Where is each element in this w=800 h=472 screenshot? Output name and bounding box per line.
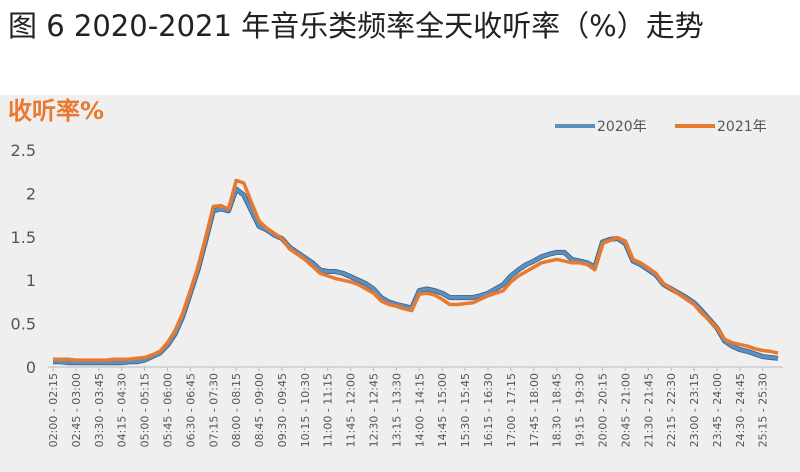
legend-label: 2020年 <box>597 119 647 135</box>
x-tick-label: 10:15 - 10:30 <box>299 373 312 447</box>
y-tick-label: 2.5 <box>11 141 36 160</box>
y-tick-label: 0.5 <box>11 315 36 334</box>
x-tick-label: 02:45 - 03:00 <box>70 373 83 447</box>
x-tick-label: 07:15 - 07:30 <box>207 373 220 447</box>
x-tick-label: 23:00 - 23:15 <box>688 373 701 447</box>
y-axis-label: 收听率% <box>8 97 104 125</box>
y-tick-label: 1.5 <box>11 228 36 247</box>
x-tick-label: 14:45 - 15:00 <box>436 373 449 447</box>
x-tick-label: 17:00 - 17:15 <box>505 373 518 447</box>
x-tick-label: 25:15 - 25:30 <box>757 373 770 447</box>
x-tick-label: 23:45 - 24:00 <box>711 373 724 447</box>
x-tick-label: 20:45 - 21:00 <box>619 373 632 447</box>
x-tick-label: 04:15 - 04:30 <box>116 373 129 447</box>
x-tick-label: 11:45 - 12:00 <box>345 373 358 447</box>
x-tick-label: 22:15 - 22:30 <box>665 373 678 447</box>
series-line <box>53 178 779 362</box>
x-tick-label: 20:00 - 20:15 <box>596 373 609 447</box>
x-tick-label: 16:15 - 16:30 <box>482 373 495 447</box>
legend-label: 2021年 <box>717 119 767 135</box>
y-tick-label: 2 <box>26 184 36 203</box>
x-tick-label: 14:00 - 14:15 <box>413 373 426 447</box>
x-tick-label: 05:00 - 05:15 <box>139 373 152 447</box>
x-tick-label: 15:30 - 15:45 <box>459 373 472 447</box>
x-tick-label: 21:30 - 21:45 <box>642 373 655 447</box>
x-tick-label: 17:45 - 18:00 <box>528 373 541 447</box>
y-tick-label: 0 <box>26 358 36 377</box>
x-tick-label: 18:30 - 18:45 <box>551 373 564 447</box>
x-tick-label: 08:45 - 09:00 <box>253 373 266 447</box>
x-tick-label: 03:30 - 03:45 <box>93 373 106 447</box>
x-tick-label: 13:15 - 13:30 <box>390 373 403 447</box>
x-tick-label: 05:45 - 06:00 <box>161 373 174 447</box>
x-tick-label: 19:15 - 19:30 <box>574 373 587 447</box>
x-tick-label: 02:00 - 02:15 <box>47 373 60 447</box>
chart-title: 图 6 2020-2021 年音乐类频率全天收听率（%）走势 <box>8 9 704 43</box>
y-tick-label: 1 <box>26 271 36 290</box>
x-tick-label: 08:00 - 08:15 <box>230 373 243 447</box>
x-tick-label: 24:30 - 24:45 <box>734 373 747 447</box>
chart: 收听率% 0 0.5 1 1.5 2 2.5 02:00 - 02:15 02:45 - 03… <box>0 95 800 472</box>
x-tick-label: 12:30 - 12:45 <box>368 373 381 447</box>
x-tick-label: 06:30 - 06:45 <box>184 373 197 447</box>
x-tick-label: 11:00 - 11:15 <box>322 373 335 447</box>
x-tick-label: 09:30 - 09:45 <box>276 373 289 447</box>
